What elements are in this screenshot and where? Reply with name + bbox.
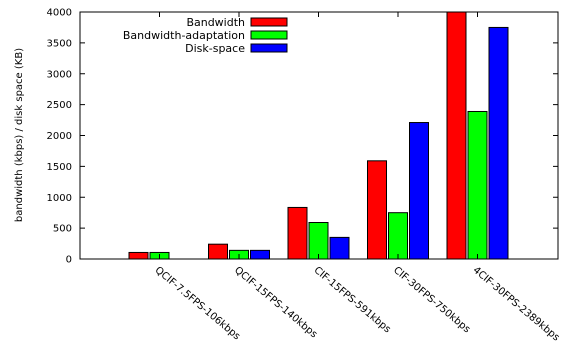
x-tick-label: QCIF-15FPS-140kbps: [232, 265, 319, 341]
y-tick-label: 1500: [47, 162, 72, 173]
legend-label: Disk-space: [185, 42, 245, 55]
legend-swatch: [250, 17, 288, 27]
x-tick-label: QCIF-7.5FPS-106kbps: [153, 265, 242, 343]
y-tick-label: 3500: [47, 38, 72, 49]
bar-disk-space-3: [409, 122, 429, 260]
bar-disk-space-4: [488, 26, 509, 260]
bar-bandwidth-adaptation-2: [308, 222, 329, 260]
bar-disk-space-2: [329, 236, 350, 260]
legend-label: Bandwidth: [186, 16, 245, 29]
x-tick-label: 4CIF-30FPS-2389kbps: [471, 265, 562, 344]
bar-bandwidth-4: [446, 11, 467, 260]
bar-bandwidth-adaptation-4: [467, 110, 488, 260]
y-tick-label: 4000: [47, 8, 72, 19]
legend-swatch: [250, 43, 288, 53]
bar-bandwidth-3: [367, 160, 387, 260]
y-tick-label: 3000: [47, 69, 72, 80]
x-tick-label: CIF-30FPS-750kbps: [391, 265, 472, 335]
y-tick-label: 1000: [47, 193, 72, 204]
legend-label: Bandwidth-adaptation: [123, 29, 245, 42]
y-axis-title: bandwidth (kbps) / disk space (KB): [14, 48, 25, 222]
bar-bandwidth-0: [128, 251, 149, 260]
bar-bandwidth-2: [287, 206, 308, 260]
y-tick-label: 500: [53, 224, 72, 235]
y-tick-label: 2500: [47, 100, 72, 111]
bar-bandwidth-adaptation-3: [388, 212, 408, 260]
legend-swatch: [250, 30, 288, 40]
y-axis: 0 500 1000 1500 2000 2500 3000 3500 4000: [47, 8, 558, 266]
bar-bandwidth-1: [208, 243, 228, 260]
x-tick-label: CIF-15FPS-591kbps: [312, 265, 393, 335]
y-tick-label: 0: [66, 255, 72, 266]
y-tick-label: 2000: [47, 131, 72, 142]
bar-disk-space-1: [250, 249, 270, 260]
